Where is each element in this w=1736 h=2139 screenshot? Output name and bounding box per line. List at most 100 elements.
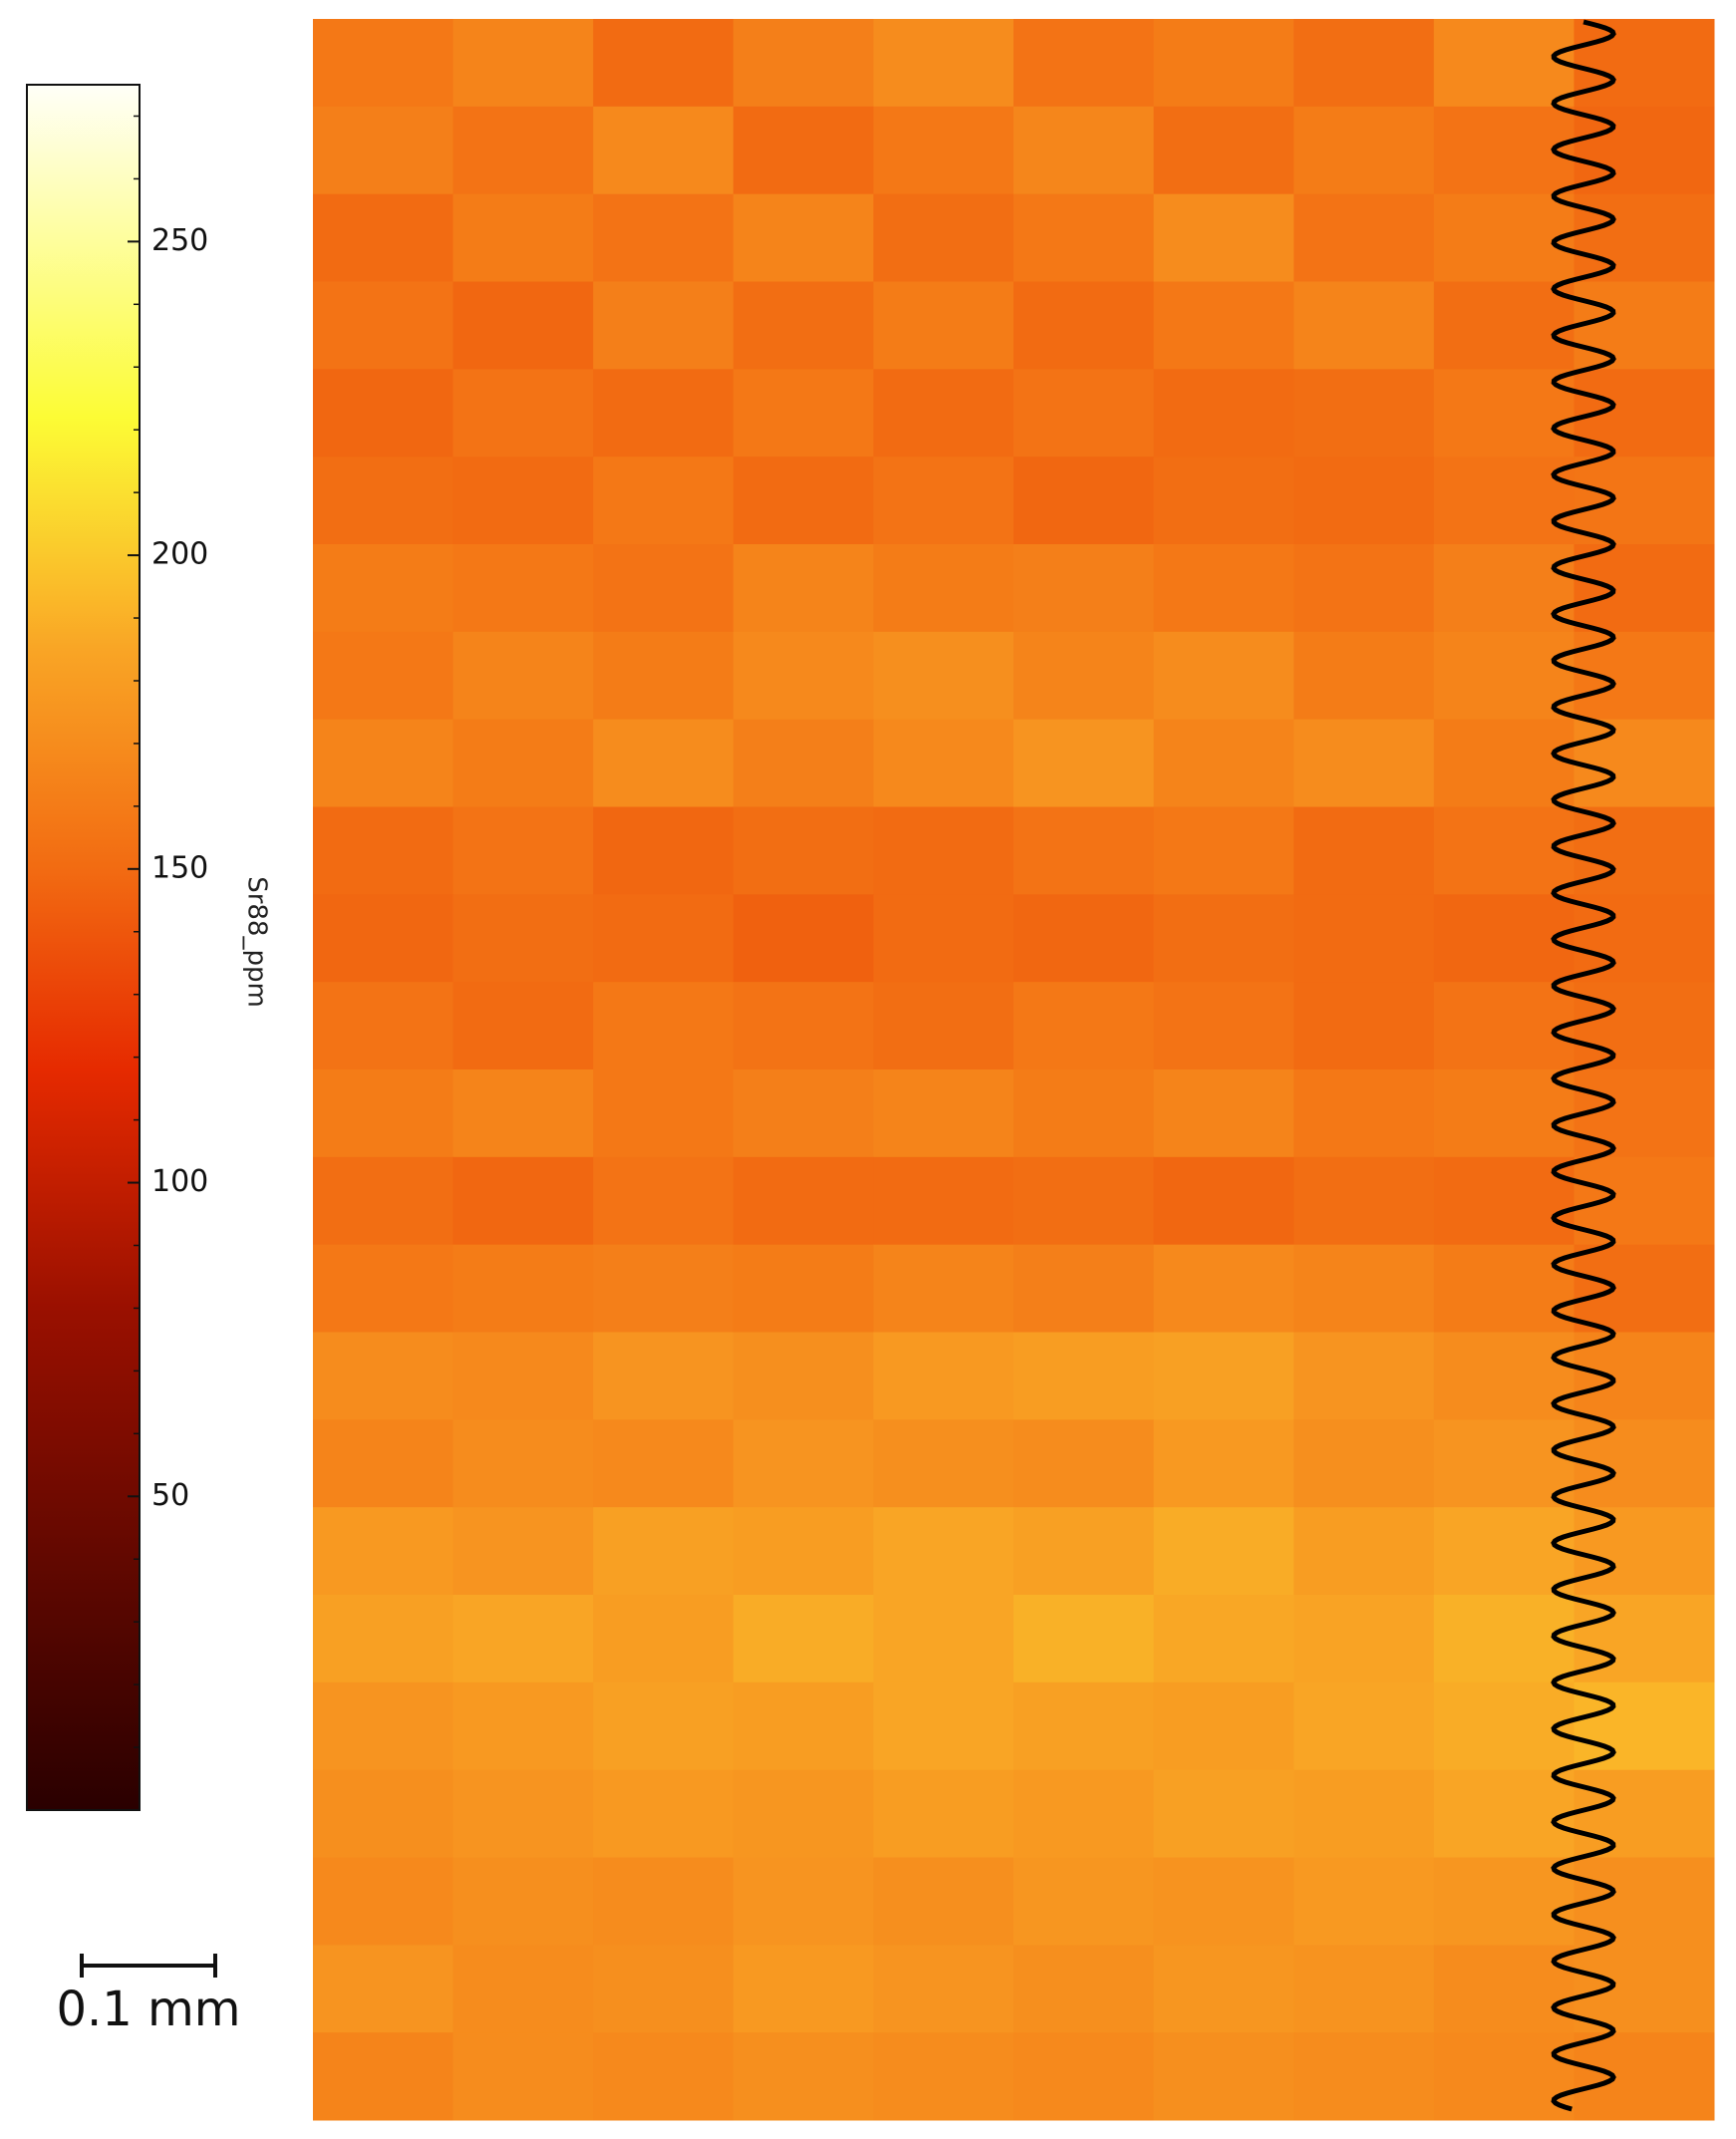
heatmap-cell: [1013, 1419, 1155, 1508]
heatmap-cell: [593, 1070, 734, 1158]
heatmap-cell: [1433, 1681, 1575, 1771]
heatmap-cell: [732, 1156, 874, 1246]
heatmap-cell: [1433, 1595, 1575, 1683]
heatmap-cell: [313, 281, 454, 370]
heatmap-cell: [1294, 1507, 1435, 1596]
heatmap-cell: [1294, 631, 1435, 721]
heatmap-cell: [313, 1857, 454, 1946]
heatmap-cell: [452, 719, 594, 807]
heatmap-cell: [1574, 719, 1715, 807]
heatmap-cell: [593, 106, 734, 195]
heatmap-cell: [1013, 1681, 1155, 1771]
heatmap-cell: [873, 1332, 1014, 1420]
heatmap-cell: [313, 631, 454, 721]
heatmap-cell: [1433, 106, 1575, 195]
heatmap-cell: [1294, 1070, 1435, 1158]
heatmap-cell: [1574, 1769, 1715, 1858]
heatmap-cell: [313, 1156, 454, 1246]
heatmap-cell: [1574, 1945, 1715, 2033]
heatmap-cell: [313, 806, 454, 895]
colorbar-tick-label: 100: [151, 1164, 208, 1199]
heatmap-cell: [593, 1945, 734, 2033]
heatmap-cell: [1574, 544, 1715, 633]
heatmap-cell: [1294, 1332, 1435, 1420]
heatmap-cell: [313, 1244, 454, 1333]
heatmap-cell: [313, 1681, 454, 1771]
heatmap-cell: [732, 1507, 874, 1596]
heatmap-cell: [452, 894, 594, 983]
heatmap-cell: [452, 1945, 594, 2033]
heatmap-cell: [452, 1769, 594, 1858]
heatmap-cell: [1574, 19, 1715, 108]
heatmap-cell: [1013, 1507, 1155, 1596]
heatmap-cell: [1433, 1945, 1575, 2033]
heatmap-cell: [1294, 544, 1435, 633]
heatmap-cell: [593, 631, 734, 721]
heatmap-cell: [1433, 806, 1575, 895]
heatmap-cell: [1153, 1681, 1295, 1771]
heatmap-cell: [1153, 19, 1295, 108]
heatmap-cell: [873, 1945, 1014, 2033]
heatmap-cell: [452, 631, 594, 721]
heatmap-cell: [452, 106, 594, 195]
heatmap-cell: [732, 1857, 874, 1946]
heatmap-cell: [452, 19, 594, 108]
colorbar-tick-label: 200: [151, 537, 208, 572]
heatmap-cell: [313, 1332, 454, 1420]
heatmap-cell: [873, 1769, 1014, 1858]
heatmap-cell: [873, 2032, 1014, 2121]
heatmap-cell: [313, 1070, 454, 1158]
heatmap-cell: [593, 544, 734, 633]
heatmap-cell: [1433, 19, 1575, 108]
heatmap-cell: [1294, 369, 1435, 458]
heatmap-cell: [313, 1945, 454, 2033]
heatmap-cell: [452, 281, 594, 370]
heatmap-cell: [593, 1332, 734, 1420]
heatmap-cell: [1574, 982, 1715, 1070]
colorbar-tick-label: 150: [151, 850, 208, 885]
colorbar: [26, 84, 141, 1811]
heatmap-cell: [1013, 1070, 1155, 1158]
heatmap-cell: [873, 106, 1014, 195]
heatmap-cell: [1013, 2032, 1155, 2121]
heatmap-cell: [452, 1857, 594, 1946]
heatmap-cell: [732, 1681, 874, 1771]
heatmap-cell: [452, 1156, 594, 1246]
heatmap-cell: [732, 457, 874, 545]
colorbar-label: Sr88_ppm: [242, 876, 272, 1008]
heatmap-cell: [1294, 193, 1435, 282]
heatmap-cell: [313, 19, 454, 108]
heatmap-cell: [1013, 457, 1155, 545]
heatmap-cell: [1153, 982, 1295, 1070]
heatmap-cell: [1433, 1070, 1575, 1158]
heatmap-cell: [873, 457, 1014, 545]
heatmap-cell: [1153, 894, 1295, 983]
heatmap-cell: [732, 631, 874, 721]
heatmap-cell: [1433, 1769, 1575, 1858]
heatmap-cell: [1574, 457, 1715, 545]
heatmap-cell: [873, 369, 1014, 458]
heatmap-cell: [1013, 544, 1155, 633]
heatmap-cell: [593, 369, 734, 458]
heatmap-cell: [1153, 1945, 1295, 2033]
heatmap-cell: [1013, 1945, 1155, 2033]
heatmap-cell: [313, 982, 454, 1070]
heatmap-cell: [1013, 106, 1155, 195]
heatmap-cell: [1574, 1507, 1715, 1596]
heatmap-cell: [873, 1070, 1014, 1158]
heatmap-cell: [593, 1595, 734, 1683]
heatmap-cell: [1153, 719, 1295, 807]
heatmap-cell: [313, 1507, 454, 1596]
heatmap-cell: [1574, 806, 1715, 895]
heatmap-cell: [1294, 1595, 1435, 1683]
heatmap-cell: [873, 719, 1014, 807]
heatmap-cell: [313, 369, 454, 458]
heatmap-cell: [1294, 982, 1435, 1070]
heatmap-cell: [313, 544, 454, 633]
heatmap-cell: [313, 457, 454, 545]
heatmap-cell: [732, 1945, 874, 2033]
heatmap-cell: [1013, 19, 1155, 108]
heatmap-cell: [1574, 1332, 1715, 1420]
heatmap-cell: [1433, 631, 1575, 721]
